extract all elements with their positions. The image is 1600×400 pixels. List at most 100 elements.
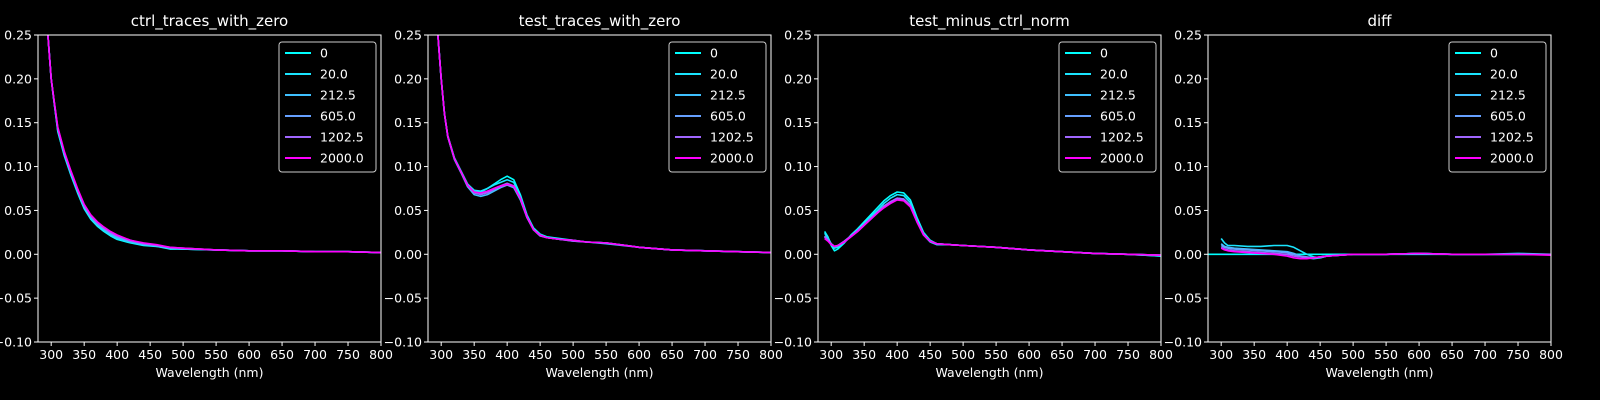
panel-2: test_traces_with_zero 300 350 400 450 500 550 6… (384, 12, 783, 380)
y-tick-label: 0.15 (4, 115, 32, 130)
y-tick-label: 0.15 (394, 115, 422, 130)
y-tick-label: 0.25 (394, 28, 422, 43)
x-tick-label: 650 (270, 347, 294, 362)
y-tick-label: 0.05 (4, 203, 32, 218)
x-tick-label: 400 (495, 347, 519, 362)
x-tick-label: 800 (759, 347, 783, 362)
legend-label-605.0: 605.0 (1100, 109, 1136, 124)
x-axis-label: Wavelength (nm) (1326, 365, 1434, 380)
series-line-2000.0 (824, 199, 1161, 256)
x-tick-label: 500 (951, 347, 975, 362)
series-group (47, 35, 381, 254)
legend-label-212.5: 212.5 (710, 88, 746, 103)
y-tick-label: 0.25 (1174, 28, 1202, 43)
legend-label-212.5: 212.5 (1100, 88, 1136, 103)
y-tick-label: 0.10 (784, 159, 812, 174)
legend-label-605.0: 605.0 (1490, 109, 1526, 124)
y-tick-label: 0.00 (4, 247, 32, 262)
panel-title: test_minus_ctrl_norm (909, 12, 1070, 31)
panel-title: ctrl_traces_with_zero (131, 12, 288, 31)
y-tick-label: 0.05 (784, 203, 812, 218)
x-tick-label: 650 (660, 347, 684, 362)
axes-frame (1207, 34, 1552, 343)
y-tick-label: 0.15 (784, 115, 812, 130)
y-tick-label: −0.05 (384, 291, 422, 306)
x-tick-label: 350 (852, 347, 876, 362)
x-tick-label: 500 (171, 347, 195, 362)
legend-label-1202.5: 1202.5 (320, 130, 364, 145)
y-tick-label: −0.10 (1164, 335, 1202, 350)
y-tick-label: 0.25 (784, 28, 812, 43)
x-tick-label: 300 (819, 347, 843, 362)
legend-label-1202.5: 1202.5 (1100, 130, 1144, 145)
x-tick-label: 300 (429, 347, 453, 362)
x-tick-label: 700 (693, 347, 717, 362)
x-tick-label: 450 (138, 347, 162, 362)
y-tick-label: 0.05 (1174, 203, 1202, 218)
panel-1: ctrl_traces_with_zero 300 350 400 450 500 550 6… (0, 12, 393, 380)
x-tick-label: 600 (1017, 347, 1041, 362)
y-tick-label: −0.05 (0, 291, 32, 306)
x-tick-label: 750 (1116, 347, 1140, 362)
legend-label-1202.5: 1202.5 (1490, 130, 1534, 145)
x-tick-label: 600 (1407, 347, 1431, 362)
series-line-2000.0 (437, 35, 771, 254)
legend-label-1202.5: 1202.5 (710, 130, 754, 145)
y-tick-label: 0.00 (394, 247, 422, 262)
legend-label-2000.0: 2000.0 (710, 151, 754, 166)
y-tick-label: 0.00 (784, 247, 812, 262)
legend: 0 20.0 212.5 605.0 1202.5 2000.0 (1058, 41, 1157, 173)
x-tick-label: 700 (303, 347, 327, 362)
series-group (1208, 238, 1551, 260)
legend-label-0: 0 (710, 46, 718, 61)
x-tick-label: 550 (1374, 347, 1398, 362)
legend-label-605.0: 605.0 (710, 109, 746, 124)
x-axis-label: Wavelength (nm) (546, 365, 654, 380)
legend-label-605.0: 605.0 (320, 109, 356, 124)
legend-label-20.0: 20.0 (1490, 67, 1518, 82)
legend-label-2000.0: 2000.0 (1100, 151, 1144, 166)
axes-frame (37, 34, 382, 343)
panel-3: test_minus_ctrl_norm 300 350 400 450 500 550 60… (774, 12, 1173, 380)
x-tick-label: 750 (726, 347, 750, 362)
x-tick-label: 450 (918, 347, 942, 362)
x-tick-label: 300 (39, 347, 63, 362)
x-tick-label: 500 (1341, 347, 1365, 362)
y-tick-label: −0.10 (774, 335, 812, 350)
x-tick-label: 800 (1539, 347, 1563, 362)
x-axis-label: Wavelength (nm) (936, 365, 1044, 380)
x-tick-label: 350 (462, 347, 486, 362)
panel-title: test_traces_with_zero (519, 12, 681, 31)
legend-label-2000.0: 2000.0 (320, 151, 364, 166)
legend: 0 20.0 212.5 605.0 1202.5 2000.0 (1448, 41, 1547, 173)
x-tick-label: 450 (1308, 347, 1332, 362)
y-tick-label: −0.10 (384, 335, 422, 350)
legend-label-2000.0: 2000.0 (1490, 151, 1534, 166)
x-tick-label: 450 (528, 347, 552, 362)
y-tick-label: 0.20 (4, 71, 32, 86)
x-tick-label: 550 (984, 347, 1008, 362)
x-tick-label: 350 (72, 347, 96, 362)
x-tick-label: 600 (627, 347, 651, 362)
x-tick-label: 400 (1275, 347, 1299, 362)
y-tick-label: 0.05 (394, 203, 422, 218)
y-tick-label: 0.20 (784, 71, 812, 86)
x-tick-label: 750 (1506, 347, 1530, 362)
series-group (823, 191, 1161, 257)
x-tick-label: 550 (204, 347, 228, 362)
y-tick-label: 0.00 (1174, 247, 1202, 262)
series-line-2000.0 (47, 35, 381, 254)
x-tick-label: 600 (237, 347, 261, 362)
x-tick-label: 700 (1473, 347, 1497, 362)
legend: 0 20.0 212.5 605.0 1202.5 2000.0 (668, 41, 767, 173)
x-tick-label: 650 (1440, 347, 1464, 362)
y-tick-label: 0.10 (1174, 159, 1202, 174)
x-tick-label: 800 (1149, 347, 1173, 362)
legend-label-0: 0 (1100, 46, 1108, 61)
y-tick-label: 0.10 (394, 159, 422, 174)
axes-frame (817, 34, 1162, 343)
axes-frame (427, 34, 772, 343)
x-tick-label: 350 (1242, 347, 1266, 362)
